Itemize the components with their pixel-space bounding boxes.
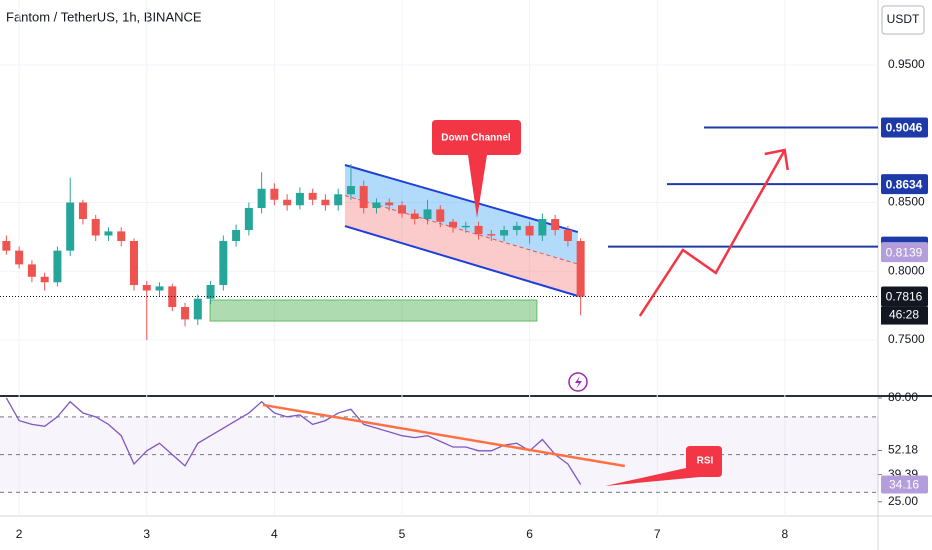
- channel-upper-fill: [344, 164, 578, 265]
- ma-price: 0.8139: [886, 245, 923, 259]
- candle-body: [104, 231, 113, 236]
- rsi-last-badge: [881, 475, 928, 494]
- arrow-head: [764, 148, 789, 171]
- event-icon[interactable]: [568, 372, 588, 392]
- candle-body: [359, 186, 368, 209]
- candle-body: [2, 241, 11, 251]
- candle-body: [449, 221, 458, 228]
- candle-body: [283, 199, 292, 206]
- candle-body: [66, 202, 75, 251]
- candle-body: [563, 230, 572, 242]
- candle-body: [397, 205, 406, 214]
- countdown: 46:28: [889, 308, 919, 322]
- x-tick-label: 4: [271, 527, 278, 541]
- x-tick-label: 8: [781, 527, 788, 541]
- y-tick-label: 0.9500: [888, 57, 925, 71]
- support-zone: [209, 299, 538, 322]
- level-label: 0.9046: [886, 121, 923, 135]
- candle-body: [244, 208, 253, 231]
- rsi-tick-label: 25.00: [888, 494, 918, 508]
- callout: [432, 120, 521, 218]
- rsi-line: [5, 397, 582, 485]
- rsi-tick-label: 80.00: [888, 390, 918, 404]
- candle-body: [551, 219, 560, 231]
- forecast-arrow: [638, 149, 786, 317]
- annotation: Down Channel: [441, 133, 511, 144]
- y-tick-label: 0.7500: [888, 332, 925, 346]
- level-label: 0.8634: [886, 177, 923, 191]
- candle-body: [219, 241, 228, 286]
- candle-body: [372, 202, 381, 209]
- candle-body: [538, 219, 547, 236]
- candle-body: [53, 250, 62, 283]
- candle-body: [385, 202, 394, 206]
- candle-body: [181, 307, 190, 320]
- y-tick-label: 0.8500: [888, 195, 925, 209]
- level-badge: [881, 174, 928, 195]
- candle-body: [257, 188, 266, 209]
- candle-body: [27, 264, 36, 277]
- x-tick-label: 2: [16, 527, 23, 541]
- y-tick-label: 0.8000: [888, 263, 925, 277]
- x-tick-label: 3: [143, 527, 150, 541]
- channel-lower: [344, 225, 579, 297]
- rsi-last: 34.16: [889, 478, 919, 492]
- candle-body: [270, 188, 279, 200]
- currency: USDT: [887, 12, 920, 26]
- countdown-badge: [881, 306, 928, 325]
- rsi-callout: [605, 446, 722, 486]
- candle-body: [232, 230, 241, 242]
- candle-body: [487, 234, 496, 236]
- last-price-badge: [881, 286, 928, 307]
- x-tick-label: 5: [399, 527, 406, 541]
- candle-body: [155, 286, 164, 291]
- candle-body: [295, 192, 304, 206]
- candle-body: [436, 209, 445, 222]
- candle-body: [168, 286, 177, 308]
- candle-body: [15, 250, 24, 265]
- candle-body: [461, 225, 470, 228]
- candle-body: [346, 186, 355, 195]
- x-tick-label: 7: [654, 527, 661, 541]
- candle-body: [423, 209, 432, 220]
- candle-body: [129, 241, 138, 286]
- channel-mid: [344, 195, 578, 265]
- candle-body: [40, 276, 49, 283]
- chart-title: Fantom / TetherUS, 1h, BINANCE: [6, 9, 202, 24]
- candle-body: [500, 230, 509, 236]
- rsi-annotation: RSI: [697, 456, 714, 467]
- candle-body: [78, 202, 87, 220]
- rsi-trendline: [262, 403, 626, 468]
- candle-body: [117, 231, 126, 242]
- rsi-band: [0, 416, 878, 493]
- currency-box[interactable]: [881, 5, 925, 35]
- level-badge: [881, 117, 928, 138]
- candle-body: [193, 298, 202, 320]
- candle-body: [308, 192, 317, 200]
- candle-body: [142, 285, 151, 291]
- last-price: 0.7816: [886, 290, 923, 304]
- candle-body: [321, 199, 330, 206]
- candle-body: [91, 219, 100, 236]
- candle-body: [474, 225, 483, 235]
- candle-body: [512, 225, 521, 231]
- candle-body: [206, 285, 215, 299]
- channel-lower-fill: [344, 195, 578, 297]
- x-tick-label: 6: [526, 527, 533, 541]
- candle-body: [576, 241, 585, 297]
- ma-price-badge: [881, 242, 928, 263]
- candle-body: [525, 225, 534, 236]
- candle-body: [334, 194, 343, 206]
- rsi-tick-label: 52.18: [888, 443, 918, 457]
- event-bolt: [575, 376, 582, 389]
- candle-body: [410, 213, 419, 220]
